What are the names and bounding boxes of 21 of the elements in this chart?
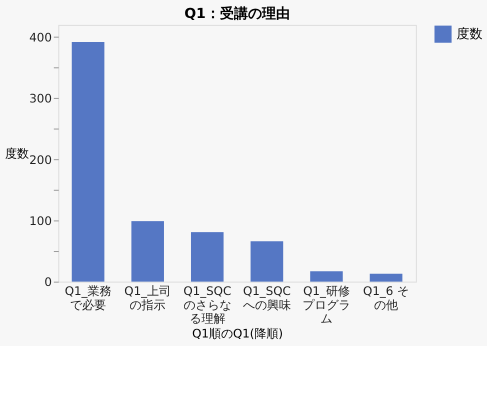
x-axis-title: Q1順のQ1(降順) [192, 326, 284, 340]
y-tick-label: 0 [44, 275, 52, 290]
legend-label: 度数 [456, 26, 482, 42]
x-tick-label: Q1_SQCへの興味 [242, 284, 291, 312]
x-tick-label: Q1_6 その他 [363, 284, 410, 312]
x-tick-label: Q1_上司の指示 [124, 284, 172, 312]
bar [131, 221, 164, 282]
y-tick-label: 300 [29, 92, 52, 106]
y-tick-label: 100 [29, 214, 52, 228]
bar [250, 241, 284, 282]
x-tick-label: Q1_SQCのさらなる理解 [183, 284, 232, 326]
bar [72, 42, 104, 282]
y-axis-title: 度数 [5, 146, 30, 161]
bar [190, 232, 224, 282]
x-tick-label: Q1_研修プログラム [302, 284, 350, 326]
y-tick-label: 200 [29, 152, 52, 167]
chart-title: Q1：受講の理由 [184, 4, 290, 22]
bar [310, 271, 343, 282]
x-tick-label: Q1_業務で必要 [64, 284, 112, 312]
y-tick-label: 400 [29, 30, 52, 44]
bar [370, 274, 402, 282]
